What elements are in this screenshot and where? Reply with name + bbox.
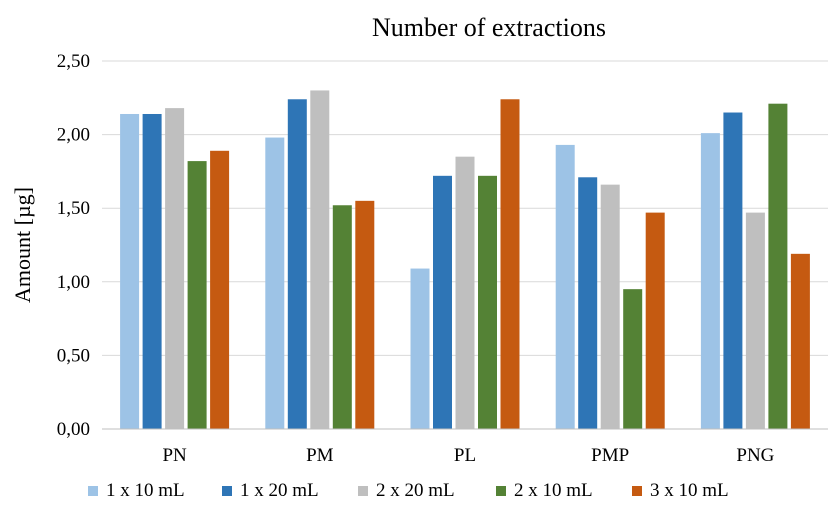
- bar: [210, 150, 230, 430]
- bar: [187, 161, 207, 429]
- y-tick-label: 0,50: [57, 345, 90, 366]
- bar: [478, 175, 497, 429]
- legend-swatch: [358, 486, 368, 496]
- bar: [165, 108, 185, 429]
- y-tick-label: 0,00: [57, 419, 90, 440]
- bar: [600, 184, 620, 429]
- bar: [120, 113, 140, 429]
- x-tick-label: PL: [454, 445, 476, 466]
- bar: [142, 113, 162, 429]
- legend: 1 x 10 mL 1 x 20 mL 2 x 20 mL 2 x 10 mL 3 x …: [88, 480, 729, 501]
- bar: [768, 103, 788, 430]
- x-tick-label: PM: [306, 445, 334, 466]
- bar: [790, 253, 810, 429]
- legend-label: 3 x 10 mL: [650, 480, 729, 501]
- legend-swatch: [222, 486, 232, 496]
- bars: [120, 90, 810, 430]
- legend-swatch: [632, 486, 642, 496]
- y-axis-label: Amount [µg]: [10, 187, 35, 303]
- bar: [287, 99, 307, 429]
- legend-label: 2 x 10 mL: [514, 480, 593, 501]
- bar: [310, 90, 330, 429]
- bar: [723, 112, 743, 430]
- bar: [645, 212, 665, 429]
- bar: [410, 268, 430, 429]
- bar: [265, 137, 285, 429]
- bar: [433, 175, 452, 429]
- bar: [332, 205, 352, 429]
- chart-title: Number of extractions: [372, 13, 606, 42]
- bar: [500, 99, 520, 429]
- legend-swatch: [88, 486, 98, 496]
- bar: [455, 156, 475, 429]
- bar: [623, 289, 643, 429]
- legend-swatch: [496, 486, 506, 496]
- bar: [578, 177, 598, 429]
- bar: [745, 212, 765, 429]
- x-tick-label: PMP: [591, 445, 629, 466]
- y-tick-label: 1,00: [57, 272, 90, 293]
- y-tick-label: 2,00: [57, 125, 90, 146]
- axes: 0,00 0,50 1,00 1,50 2,00 2,50 PN PM PL PMP PNG: [57, 51, 828, 466]
- x-tick-label: PN: [162, 445, 187, 466]
- bar: [700, 133, 720, 430]
- x-tick-label: PNG: [736, 445, 774, 466]
- bar: [555, 144, 575, 430]
- legend-label: 1 x 10 mL: [106, 480, 185, 501]
- y-tick-label: 2,50: [57, 51, 90, 72]
- legend-label: 2 x 20 mL: [376, 480, 455, 501]
- y-tick-label: 1,50: [57, 198, 90, 219]
- legend-label: 1 x 20 mL: [240, 480, 319, 501]
- bar: [355, 200, 375, 429]
